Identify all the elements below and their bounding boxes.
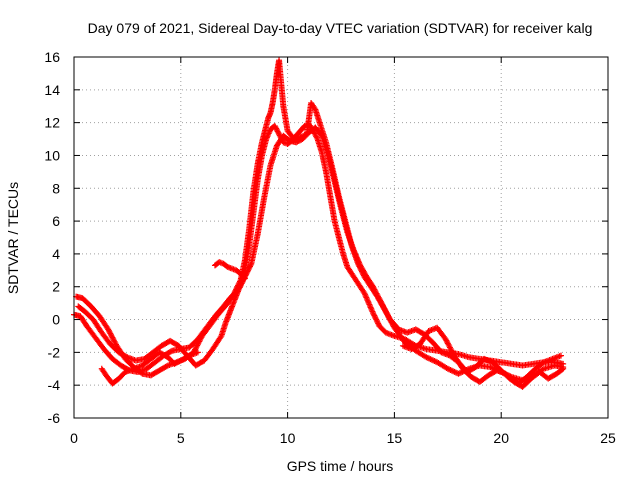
y-tick-label: 14 bbox=[44, 82, 60, 98]
y-tick-label: 2 bbox=[52, 279, 60, 295]
data-point-marker bbox=[371, 313, 378, 320]
data-point-marker bbox=[247, 263, 254, 270]
series-trace-5 bbox=[399, 324, 567, 390]
data-point-marker bbox=[488, 364, 495, 371]
x-tick-label: 25 bbox=[600, 430, 616, 446]
data-point-marker bbox=[448, 367, 455, 374]
x-tick-label: 5 bbox=[177, 430, 185, 446]
data-point-marker bbox=[238, 281, 245, 288]
series-trace-6 bbox=[211, 259, 248, 282]
data-point-marker bbox=[236, 285, 243, 292]
data-point-marker bbox=[236, 284, 243, 291]
y-tick-label: 12 bbox=[44, 115, 60, 131]
data-point-marker bbox=[559, 366, 566, 373]
y-axis-label: SDTVAR / TECUs bbox=[5, 182, 21, 294]
x-tick-label: 15 bbox=[387, 430, 403, 446]
data-point-marker bbox=[458, 369, 465, 376]
data-point-marker bbox=[370, 311, 377, 318]
data-point-marker bbox=[245, 266, 252, 273]
data-point-marker bbox=[194, 349, 201, 356]
data-points bbox=[71, 57, 567, 390]
data-point-marker bbox=[487, 364, 494, 371]
data-point-marker bbox=[451, 368, 458, 375]
data-point-marker bbox=[431, 357, 438, 364]
data-point-marker bbox=[446, 366, 453, 373]
y-tick-label: 0 bbox=[52, 312, 60, 328]
data-point-marker bbox=[241, 275, 248, 282]
data-point-marker bbox=[560, 365, 567, 372]
data-point-marker bbox=[423, 354, 430, 361]
data-point-marker bbox=[168, 348, 175, 355]
data-point-marker bbox=[375, 320, 382, 327]
data-point-marker bbox=[426, 355, 433, 362]
y-tick-label: -4 bbox=[48, 377, 61, 393]
data-point-marker bbox=[185, 353, 192, 360]
data-point-marker bbox=[450, 368, 457, 375]
y-tick-label: 4 bbox=[52, 246, 60, 262]
data-point-marker bbox=[241, 274, 248, 281]
data-point-marker bbox=[244, 268, 251, 275]
data-point-marker bbox=[428, 356, 435, 363]
x-axis-label: GPS time / hours bbox=[287, 458, 394, 474]
y-tick-label: -2 bbox=[48, 344, 61, 360]
x-tick-label: 0 bbox=[70, 430, 78, 446]
data-point-marker bbox=[245, 267, 252, 274]
data-point-marker bbox=[237, 283, 244, 290]
data-point-marker bbox=[372, 315, 379, 322]
series-trace-4 bbox=[98, 349, 201, 387]
data-point-marker bbox=[456, 370, 463, 377]
data-point-marker bbox=[123, 353, 130, 360]
series-trace-3 bbox=[75, 124, 565, 387]
data-point-marker bbox=[239, 279, 246, 286]
data-point-marker bbox=[238, 280, 245, 287]
data-point-marker bbox=[138, 369, 145, 376]
data-point-marker bbox=[452, 369, 459, 376]
data-point-marker bbox=[424, 354, 431, 361]
data-point-marker bbox=[246, 264, 253, 271]
data-point-marker bbox=[235, 287, 242, 294]
data-point-marker bbox=[374, 319, 381, 326]
x-tick-label: 20 bbox=[493, 430, 509, 446]
y-tick-label: -6 bbox=[48, 410, 61, 426]
data-point-marker bbox=[371, 312, 378, 319]
plot-frame bbox=[73, 56, 609, 419]
data-point-marker bbox=[558, 352, 565, 359]
data-point-marker bbox=[373, 316, 380, 323]
y-tick-label: 6 bbox=[52, 213, 60, 229]
data-point-marker bbox=[163, 363, 170, 370]
data-point-marker bbox=[427, 356, 434, 363]
data-point-marker bbox=[447, 367, 454, 374]
chart-title: Day 079 of 2021, Sidereal Day-to-day VTE… bbox=[88, 20, 593, 36]
x-tick-label: 10 bbox=[280, 430, 296, 446]
data-point-marker bbox=[313, 134, 320, 141]
y-tick-label: 10 bbox=[44, 147, 60, 163]
series-trace-1 bbox=[71, 121, 567, 376]
axis-ticks: 0 5 10 15 20 25 -6 -4 -2 0 2 4 6 8 10 12 14 16 bbox=[44, 49, 616, 446]
data-point-marker bbox=[370, 309, 377, 316]
data-point-marker bbox=[247, 262, 254, 269]
y-tick-label: 8 bbox=[52, 180, 60, 196]
data-point-marker bbox=[217, 334, 224, 341]
y-tick-label: 16 bbox=[44, 49, 60, 65]
data-point-marker bbox=[455, 370, 462, 377]
data-point-marker bbox=[243, 269, 250, 276]
data-point-marker bbox=[311, 105, 318, 112]
data-point-marker bbox=[373, 317, 380, 324]
data-point-marker bbox=[444, 365, 451, 372]
data-point-marker bbox=[430, 357, 437, 364]
series-trace-2 bbox=[73, 57, 567, 384]
